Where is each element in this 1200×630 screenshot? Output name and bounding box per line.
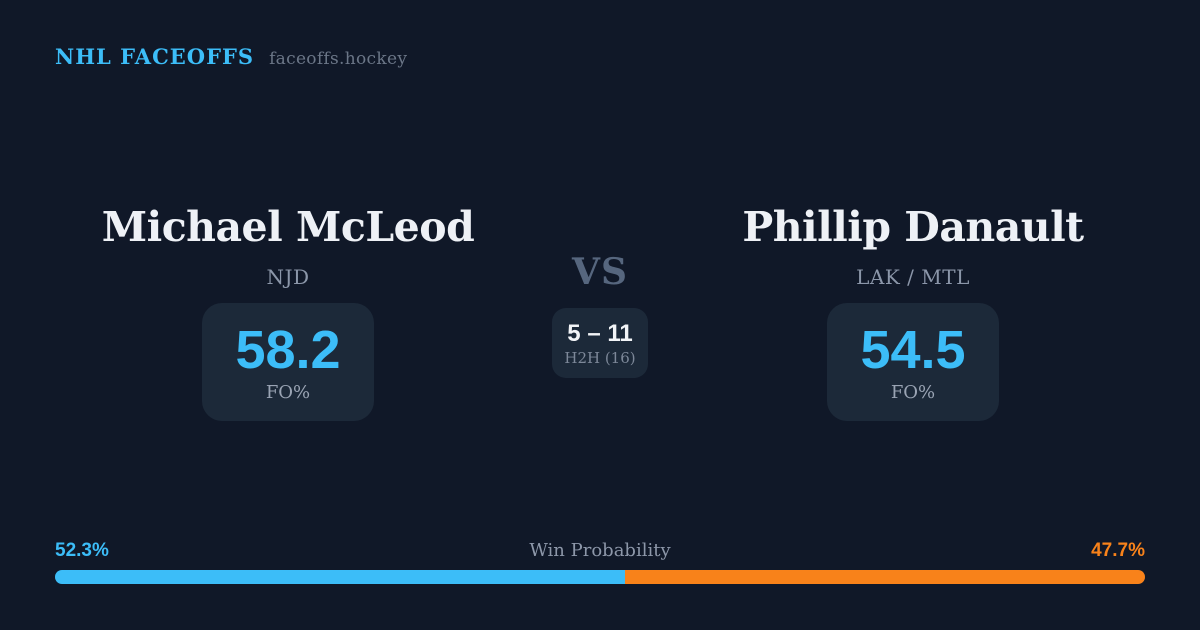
- player-right-section: Phillip Danault LAK / MTL 54.5 FO%: [713, 202, 1113, 421]
- player-right-name: Phillip Danault: [742, 203, 1084, 251]
- matchup-center-section: VS 5 – 11 H2H (16): [500, 251, 700, 378]
- player-left-section: Michael McLeod NJD 58.2 FO%: [88, 202, 488, 421]
- win-probability-bar: [55, 570, 1145, 584]
- win-probability-right-pct: 47.7%: [1091, 540, 1145, 561]
- win-probability-bar-right: [625, 570, 1145, 584]
- win-probability-labels: 52.3% Win Probability 47.7%: [55, 540, 1145, 563]
- win-probability-left-pct: 52.3%: [55, 540, 109, 561]
- head-to-head-score: 5 – 11: [567, 319, 633, 347]
- head-to-head-card: 5 – 11 H2H (16): [552, 308, 648, 378]
- player-left-stat-card: 58.2 FO%: [202, 303, 374, 421]
- player-left-name: Michael McLeod: [101, 203, 475, 251]
- player-left-team: NJD: [266, 265, 310, 289]
- player-right-team: LAK / MTL: [856, 265, 970, 289]
- brand-title: NHL FACEOFFS: [55, 44, 255, 69]
- vs-label: VS: [572, 251, 628, 293]
- player-right-stat-card: 54.5 FO%: [827, 303, 999, 421]
- win-probability-bar-left: [55, 570, 626, 584]
- site-url: faceoffs.hockey: [269, 49, 408, 69]
- player-left-stat-label: FO%: [265, 381, 311, 403]
- header: NHL FACEOFFS faceoffs.hockey: [55, 44, 407, 69]
- player-left-faceoff-pct: 58.2: [235, 319, 341, 380]
- player-right-stat-label: FO%: [890, 381, 936, 403]
- player-right-faceoff-pct: 54.5: [860, 319, 966, 380]
- win-probability-section: 52.3% Win Probability 47.7%: [55, 540, 1145, 584]
- head-to-head-label: H2H (16): [564, 348, 636, 367]
- win-probability-title: Win Probability: [529, 540, 671, 561]
